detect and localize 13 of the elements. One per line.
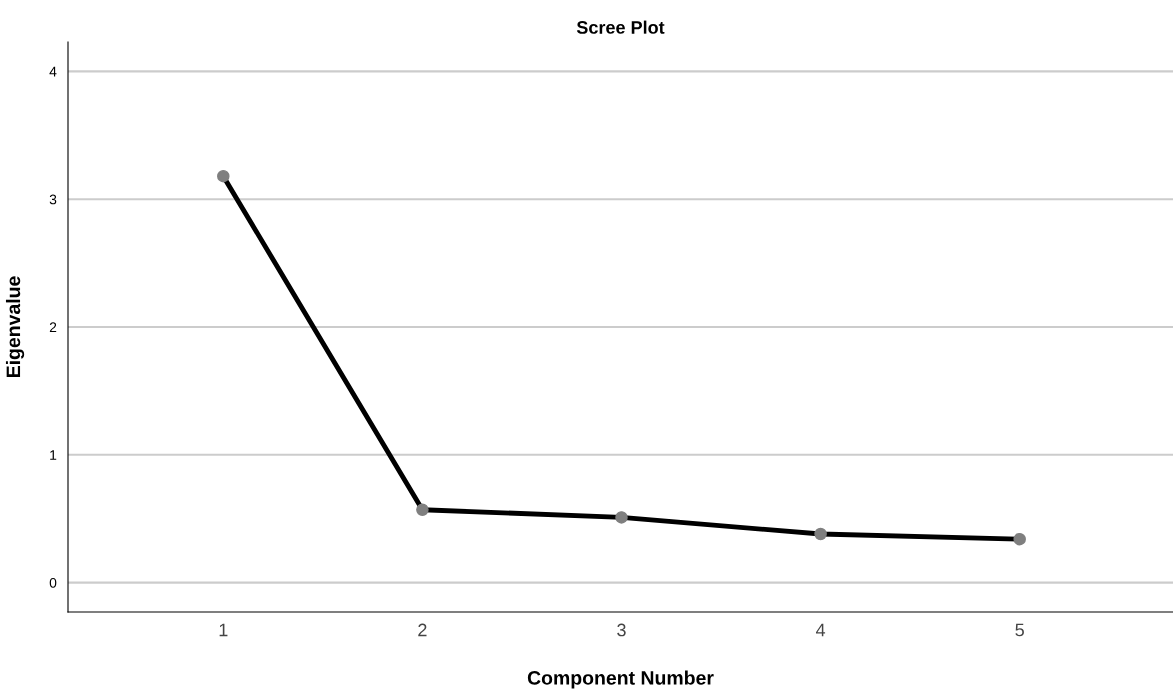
y-tick-label: 1	[50, 450, 57, 460]
x-tick-label: 3	[617, 623, 626, 637]
x-tick-label: 1	[219, 623, 228, 637]
x-axis-title: Component Number	[527, 670, 714, 689]
chart-title: Scree Plot	[576, 20, 665, 34]
y-tick-label: 3	[49, 194, 57, 205]
x-tick-label: 5	[1015, 623, 1024, 637]
x-tick-label: 4	[815, 623, 826, 637]
y-tick-label: 4	[49, 66, 57, 77]
x-tick-label: 2	[418, 623, 427, 637]
y-tick-label: 2	[49, 322, 57, 333]
y-axis-title: Eigenvalue	[5, 276, 25, 378]
y-tick-label: 0	[49, 577, 57, 588]
